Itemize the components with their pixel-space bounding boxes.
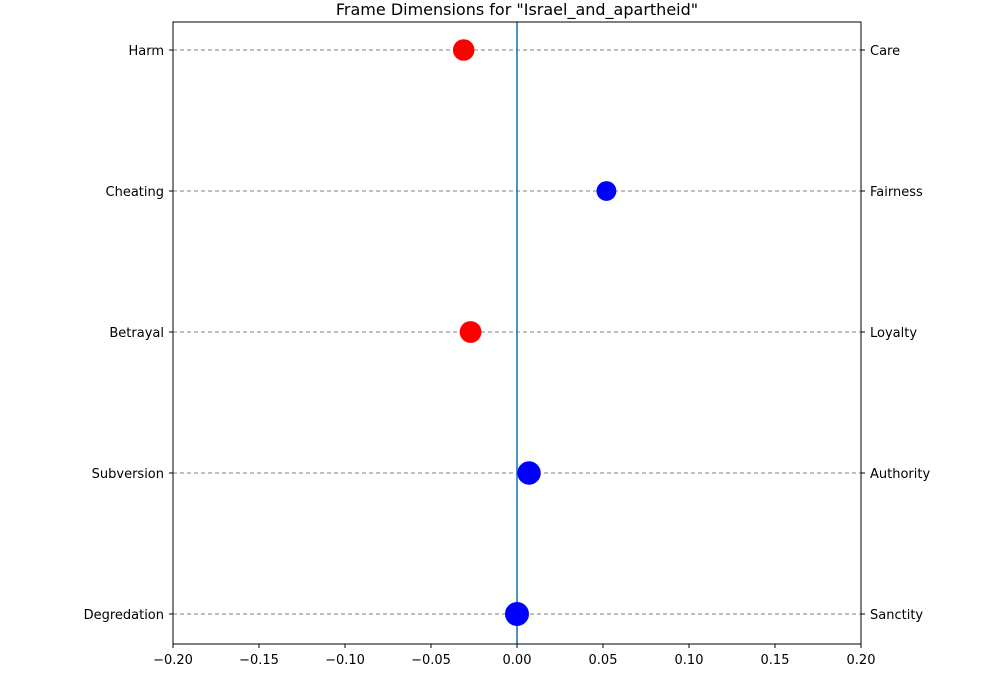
- y-label-left: Harm: [128, 44, 164, 59]
- y-label-left: Betrayal: [109, 326, 164, 341]
- x-tick-label: −0.15: [239, 653, 279, 668]
- y-label-left: Subversion: [92, 467, 164, 482]
- right-category-labels: Care Fairness Loyalty Authority Sanctity: [861, 44, 930, 623]
- data-point: [517, 461, 541, 485]
- x-tick-label: 0.00: [503, 653, 532, 668]
- y-label-left: Degredation: [84, 608, 164, 623]
- chart-title: Frame Dimensions for "Israel_and_aparthe…: [336, 0, 698, 20]
- y-label-right: Sanctity: [870, 608, 923, 623]
- x-tick-label: −0.05: [411, 653, 451, 668]
- data-point: [452, 39, 475, 61]
- left-category-labels: Harm Cheating Betrayal Subversion Degredatio…: [84, 44, 173, 623]
- x-axis-ticks: −0.20 −0.15 −0.10 −0.05 0.00 0.05 0.10 0.15 0.20: [153, 644, 875, 668]
- x-tick-label: −0.10: [325, 653, 365, 668]
- y-label-right: Loyalty: [870, 326, 917, 341]
- x-tick-label: 0.15: [761, 653, 790, 668]
- y-label-right: Fairness: [870, 185, 923, 200]
- x-tick-label: −0.20: [153, 653, 193, 668]
- x-tick-label: 0.10: [675, 653, 704, 668]
- data-point: [459, 321, 482, 343]
- data-point: [505, 602, 529, 626]
- x-tick-label: 0.05: [589, 653, 618, 668]
- y-label-right: Authority: [870, 467, 930, 482]
- x-tick-label: 0.20: [847, 653, 876, 668]
- data-point: [596, 181, 617, 201]
- y-label-right: Care: [870, 44, 900, 59]
- data-points: [452, 39, 617, 626]
- y-label-left: Cheating: [106, 185, 164, 200]
